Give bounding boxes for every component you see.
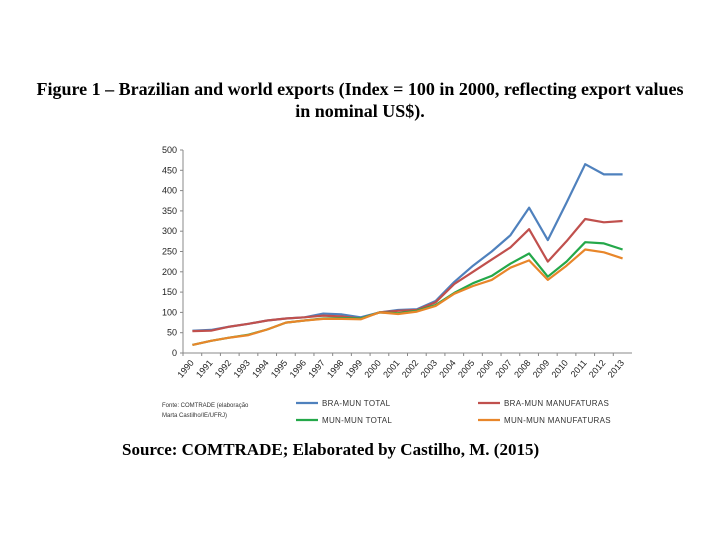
y-tick-label: 50 — [167, 328, 177, 338]
source-caption: Source: COMTRADE; Elaborated by Castilho… — [122, 440, 540, 459]
x-tick-label: 1994 — [250, 358, 271, 380]
y-tick-label: 200 — [162, 267, 177, 277]
x-tick-label: 2005 — [456, 358, 477, 380]
legend-label-1: BRA-MUN TOTAL — [322, 399, 391, 408]
y-tick-label: 250 — [162, 247, 177, 257]
chart-series-lines — [192, 163, 623, 346]
x-tick-label: 2011 — [569, 358, 589, 379]
x-tick-label: 2006 — [475, 358, 496, 380]
x-tick-label: 2003 — [419, 358, 440, 380]
x-tick-label: 2007 — [493, 358, 514, 380]
y-tick-label: 150 — [162, 287, 177, 297]
x-tick-label: 1999 — [344, 358, 365, 380]
y-tick-label: 400 — [162, 186, 177, 196]
series-line-2 — [192, 217, 623, 333]
x-tick-label: 2002 — [400, 358, 421, 380]
series-line-1 — [192, 163, 623, 332]
x-tick-label: 1990 — [175, 358, 196, 380]
x-tick-label: 2009 — [531, 358, 552, 380]
x-tick-label: 1992 — [213, 358, 234, 380]
x-tick-label: 2004 — [437, 358, 458, 380]
chart-axes: 0501001502002503003504004505001990199119… — [162, 145, 632, 380]
x-tick-label: 2000 — [362, 358, 383, 380]
y-tick-label: 100 — [162, 307, 177, 317]
note-line-1: Fonte: COMTRADE (elaboração — [162, 403, 249, 409]
figure-title: Figure 1 – Brazilian and world exports (… — [30, 78, 690, 122]
x-tick-label: 2010 — [550, 358, 571, 380]
x-tick-label: 2012 — [587, 358, 608, 380]
legend-label-4: MUN-MUN MANUFATURAS — [504, 416, 611, 425]
figure-title-line-1: Figure 1 – Brazilian and world exports (… — [36, 79, 684, 99]
x-tick-label: 1991 — [194, 358, 215, 380]
figure-title-line-2: in nominal US$). — [295, 101, 425, 121]
x-tick-label: 1997 — [306, 358, 327, 380]
legend-label-2: BRA-MUN MANUFATURAS — [504, 399, 609, 408]
series-line-4 — [192, 248, 623, 346]
legend-label-3: MUN-MUN TOTAL — [322, 416, 392, 425]
x-tick-label: 1998 — [325, 358, 346, 380]
y-tick-label: 300 — [162, 226, 177, 236]
y-tick-label: 450 — [162, 165, 177, 175]
y-tick-label: 350 — [162, 206, 177, 216]
x-tick-label: 2001 — [381, 358, 402, 380]
x-tick-label: 2013 — [606, 358, 627, 380]
series-line-3 — [192, 241, 623, 346]
x-tick-label: 1995 — [269, 358, 290, 380]
x-tick-label: 2008 — [512, 358, 533, 380]
chart-legend: BRA-MUN TOTAL BRA-MUN MANUFATURAS MUN-MUN … — [296, 399, 611, 425]
x-tick-label: 1996 — [288, 358, 309, 380]
note-line-2: Marta Castilho/IE/UFRJ) — [162, 413, 228, 419]
y-tick-label: 500 — [162, 145, 177, 155]
x-tick-label: 1993 — [231, 358, 252, 380]
y-tick-label: 0 — [172, 348, 177, 358]
